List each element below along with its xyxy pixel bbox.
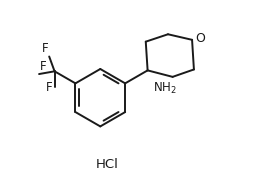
Text: O: O (195, 32, 205, 45)
Text: HCl: HCl (95, 158, 118, 171)
Text: F: F (40, 60, 47, 73)
Text: F: F (42, 42, 48, 55)
Text: F: F (46, 80, 53, 94)
Text: NH$_2$: NH$_2$ (153, 81, 177, 96)
